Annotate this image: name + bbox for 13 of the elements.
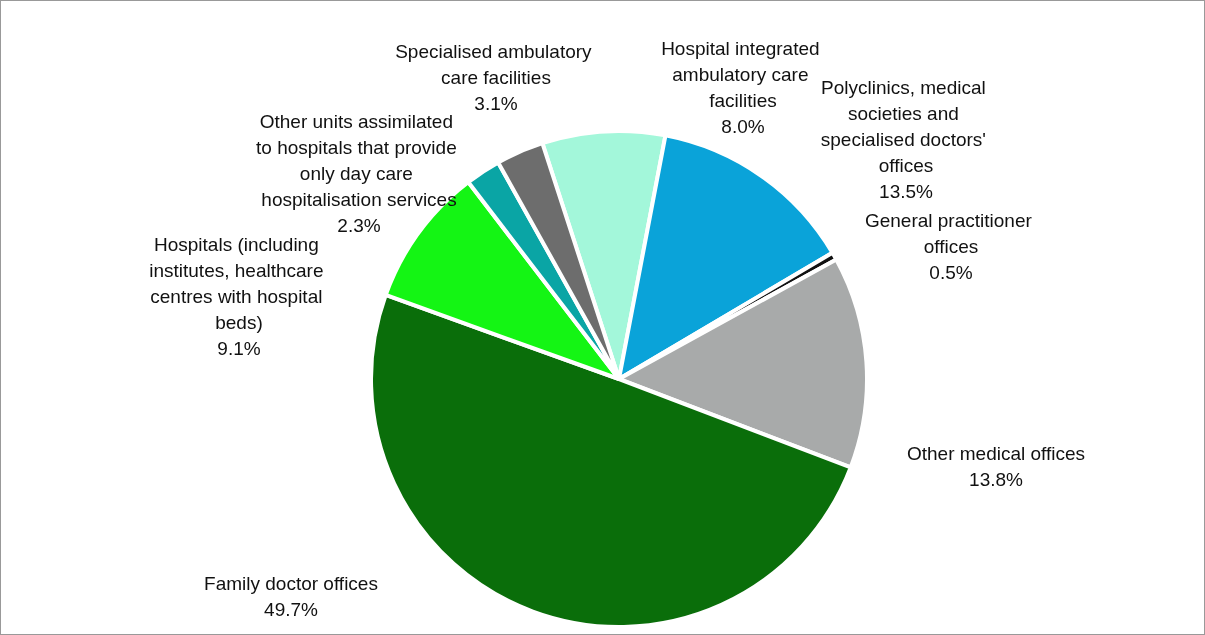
slice-label: Specialised ambulatory care facilities (395, 40, 597, 88)
data-label: 8.0% (721, 115, 765, 137)
data-label: 2.3% (337, 214, 381, 236)
data-label: 13.8% (969, 468, 1024, 490)
data-label: 49.7% (264, 598, 319, 620)
slice-label: General practitioner offices (864, 209, 1038, 257)
data-label: 0.5% (929, 261, 973, 283)
slice-label: Hospitals (including institutes, healthcare centres with hospital beds) (149, 233, 329, 333)
data-label: 9.1% (217, 337, 261, 359)
slice-label: Family doctor offices (204, 572, 378, 594)
data-label: 13.5% (879, 180, 934, 202)
data-label: 3.1% (474, 92, 518, 114)
slice-label: Other medical offices (906, 442, 1086, 464)
